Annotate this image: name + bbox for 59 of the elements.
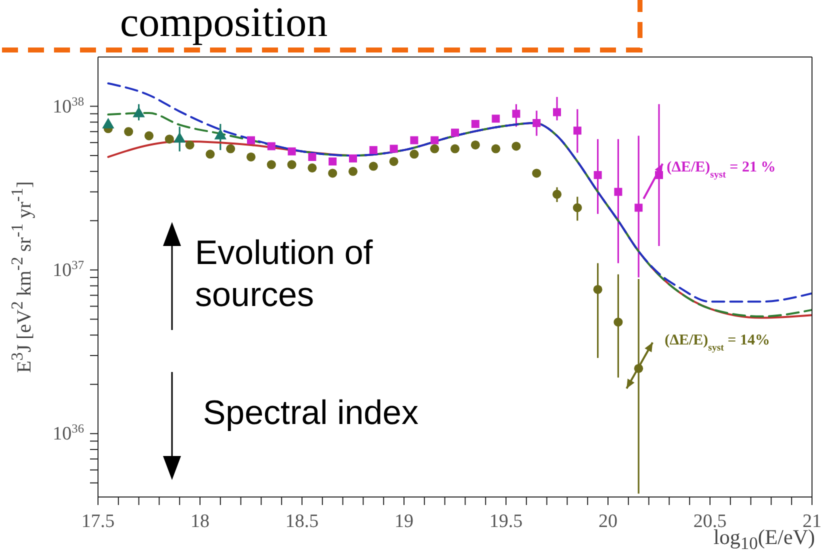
point <box>389 156 398 166</box>
point <box>451 128 459 137</box>
point <box>593 284 602 294</box>
point <box>471 120 480 128</box>
annotation: Evolution of sources <box>195 233 374 316</box>
point <box>552 190 562 199</box>
point <box>553 108 561 116</box>
point <box>594 171 602 180</box>
point <box>450 144 460 154</box>
point <box>206 150 215 159</box>
point <box>368 162 378 171</box>
point <box>491 144 500 154</box>
point <box>614 188 622 196</box>
point <box>266 160 276 170</box>
point <box>144 131 154 140</box>
point <box>246 152 256 162</box>
point <box>348 166 358 176</box>
annotation: (ΔE/E)$_{syst}$ = 21 % <box>666 160 776 180</box>
chart-title: composition <box>120 0 328 46</box>
point <box>287 160 296 170</box>
point <box>328 168 338 178</box>
x-tick-label: 18.5 <box>285 511 319 532</box>
x-tick-label: 18 <box>190 511 210 532</box>
point <box>164 134 174 144</box>
y-tick-label: 10$^{38}$ <box>52 94 84 118</box>
point <box>185 140 194 150</box>
point <box>328 157 337 166</box>
point <box>369 146 378 154</box>
y-tick-label: 10$^{36}$ <box>52 422 84 445</box>
point <box>288 147 296 156</box>
annotation: Spectral index <box>203 393 420 434</box>
point <box>573 126 582 135</box>
point <box>532 119 541 128</box>
point <box>267 142 276 150</box>
x-tick-label: 17.5 <box>81 511 115 532</box>
point <box>430 144 440 154</box>
point <box>512 142 521 151</box>
point <box>390 144 398 153</box>
point <box>634 204 643 212</box>
point <box>532 168 542 178</box>
point <box>308 152 316 161</box>
point <box>308 163 317 172</box>
point <box>572 203 582 212</box>
point <box>470 140 480 150</box>
y-tick-label: 10$^{37}$ <box>52 258 84 281</box>
point <box>492 114 500 123</box>
point <box>226 144 236 154</box>
point <box>124 127 134 136</box>
annotation: (ΔE/E)$_{syst}$ = 14% <box>664 332 770 353</box>
x-tick-label: 19 <box>394 511 414 532</box>
x-tick-label: 19.5 <box>489 511 523 532</box>
x-tick-label: 20 <box>598 511 618 532</box>
point <box>247 136 255 144</box>
point <box>512 110 520 118</box>
point <box>349 154 357 162</box>
point <box>410 150 419 159</box>
point <box>410 136 418 144</box>
point <box>430 136 439 144</box>
point <box>614 318 623 327</box>
